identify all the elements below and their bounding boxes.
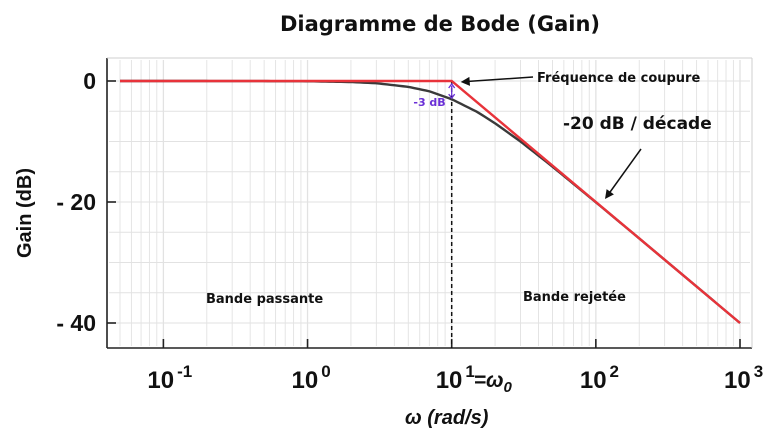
axes [106,57,753,349]
x-tick-label: 10 2 [580,362,619,394]
band-stop-label: Bande rejetée [523,290,626,305]
y-tick-label: 0 [83,68,96,94]
series-layer: -3 dB [120,76,741,348]
x-tick-label: 10 -1 [147,362,192,394]
dip-marker-arrow-down [448,93,456,100]
x-tick-label: 10 3 [724,362,763,394]
x-tick-label: 10 0 [292,362,331,394]
grid [109,60,750,346]
tick-labels: 0 - 20 - 40 10 -1 10 0 10 1=ω0 10 2 10 3 [56,68,763,396]
chart-title: Diagramme de Bode (Gain) [280,12,600,36]
asymptote-line [120,79,741,324]
cutoff-arrow-line [466,76,534,83]
slope-label: -20 dB / décade [563,114,712,134]
slope-arrow-head [605,189,614,199]
minus-3db-label: -3 dB [413,96,445,109]
y-axis-label: Gain (dB) [14,168,36,258]
band-pass-label: Bande passante [206,292,323,307]
x-tick-label: 10 1 [436,362,475,394]
x-axis-label: ω (rad/s) [405,407,489,429]
omega-zero-label: =ω0 [474,369,513,396]
y-tick-label: - 40 [56,310,96,336]
slope-arrow-line [608,148,642,194]
cutoff-frequency-label: Fréquence de coupure [537,71,700,86]
dip-marker-arrow-up [448,82,456,89]
y-tick-label: - 20 [56,189,96,215]
cutoff-arrow-head [460,76,470,86]
